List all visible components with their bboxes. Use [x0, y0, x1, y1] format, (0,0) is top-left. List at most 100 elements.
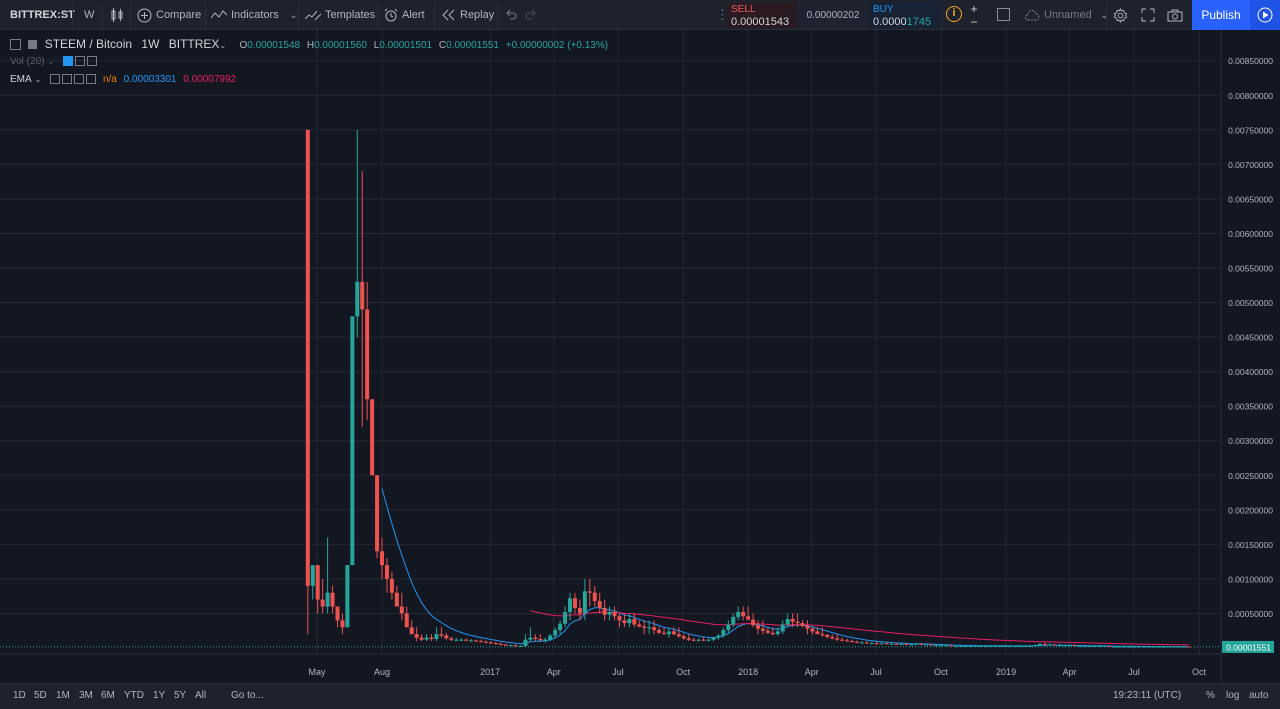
x-tick-label: Jul: [1128, 667, 1140, 677]
gear-icon[interactable]: [74, 56, 85, 67]
candle-body: [632, 618, 637, 625]
range-5d-button[interactable]: 5D: [34, 690, 47, 701]
clock-time[interactable]: 19:23:11 (UTC): [1113, 690, 1182, 701]
chart-style-button[interactable]: [110, 0, 128, 30]
play-button[interactable]: [1250, 0, 1280, 30]
close-icon[interactable]: [86, 56, 97, 67]
y-tick-label: 0.00050000: [1228, 609, 1273, 619]
price-chart[interactable]: 0.00050000 0.00100000 0.00150000 0.00200000…: [0, 30, 1280, 683]
ema-label[interactable]: EMA: [10, 74, 32, 85]
candle-body: [765, 630, 770, 633]
snapshot-button[interactable]: [1167, 0, 1187, 30]
candle-body: [671, 631, 676, 635]
ema-na-value: n/a: [102, 74, 117, 85]
candle-body: [1156, 646, 1161, 648]
candle-body: [701, 639, 706, 641]
buy-button[interactable]: BUY 0.00001745: [869, 2, 939, 28]
candle-body: [681, 636, 686, 639]
range-5y-button[interactable]: 5Y: [174, 690, 187, 701]
candle-body: [350, 316, 355, 566]
templates-button[interactable]: Templates: [305, 0, 375, 30]
y-tick-label: 0.00650000: [1228, 194, 1273, 204]
minus-button[interactable]: −: [970, 15, 978, 29]
x-tick-label: 2017: [480, 667, 500, 677]
candle-body: [820, 634, 825, 636]
candle-body: [1077, 645, 1082, 647]
candle-body: [810, 628, 815, 632]
fullscreen-button[interactable]: [1141, 0, 1159, 30]
replay-button[interactable]: Replay: [442, 0, 494, 30]
layout-button[interactable]: Unnamed ⌄: [1024, 0, 1108, 30]
candle-body: [1161, 646, 1166, 648]
candle-body: [1102, 645, 1107, 647]
range-ytd-button[interactable]: YTD: [124, 690, 144, 701]
candle-body: [1131, 646, 1136, 648]
alert-button[interactable]: Alert: [384, 0, 425, 30]
log-toggle[interactable]: log: [1226, 690, 1240, 701]
x-tick-label: Jul: [612, 667, 624, 677]
cloud-icon: [1025, 9, 1040, 21]
auto-toggle[interactable]: auto: [1249, 690, 1269, 701]
chevron-down-icon: ⌄: [34, 75, 42, 84]
eye-icon[interactable]: [62, 56, 73, 67]
legend-exchange[interactable]: BITTREX: [168, 37, 220, 51]
alarm-clock-icon: [384, 8, 398, 22]
camera-icon: [1167, 9, 1183, 22]
candle-body: [394, 592, 399, 607]
candle-body: [335, 606, 340, 621]
legend-title: STEEM / Bitcoin: [44, 37, 133, 51]
indicators-button[interactable]: Indicators ⌄: [211, 0, 297, 30]
range-3m-button[interactable]: 3M: [79, 690, 93, 701]
publish-button[interactable]: Publish: [1192, 0, 1250, 30]
candle-body: [444, 635, 449, 639]
candle-body: [612, 612, 617, 617]
plus-button[interactable]: +: [970, 2, 978, 16]
candle-body: [380, 551, 385, 566]
percent-toggle[interactable]: %: [1206, 690, 1215, 701]
range-1y-button[interactable]: 1Y: [153, 690, 166, 701]
range-all-button[interactable]: All: [195, 690, 207, 701]
candle-body: [869, 643, 874, 645]
range-1m-button[interactable]: 1M: [56, 690, 70, 701]
candle-body: [409, 627, 414, 635]
undo-button[interactable]: [505, 0, 521, 30]
sell-button[interactable]: SELL 0.00001543: [727, 2, 797, 28]
undo-icon: [506, 10, 517, 20]
redo-button[interactable]: [525, 0, 541, 30]
interval-button[interactable]: W: [84, 9, 95, 21]
gear-icon[interactable]: [62, 74, 73, 85]
settings-button[interactable]: [1113, 0, 1132, 30]
volume-label[interactable]: Vol (20): [10, 56, 45, 67]
candle-body: [904, 643, 909, 645]
candle-body: [711, 637, 716, 640]
lock-icon[interactable]: [74, 74, 85, 85]
divider: [377, 3, 378, 27]
y-tick-label: 0.00300000: [1228, 436, 1273, 446]
range-1d-button[interactable]: 1D: [13, 690, 26, 701]
candle-body: [1047, 644, 1052, 646]
range-6m-button[interactable]: 6M: [101, 690, 115, 701]
candle-body: [686, 638, 691, 640]
open-label: O: [239, 40, 248, 51]
candle-body: [775, 631, 780, 635]
fullscreen-toggle-checkbox[interactable]: [997, 8, 1010, 21]
symbol-search[interactable]: BITTREX:ST: [10, 9, 75, 21]
candle-body: [330, 592, 335, 607]
candle-body: [345, 565, 350, 628]
candle-body: [478, 641, 483, 643]
x-tick-label: Oct: [934, 667, 949, 677]
goto-button[interactable]: Go to...: [231, 690, 264, 701]
collapse-icon[interactable]: [10, 39, 21, 51]
info-icon[interactable]: i: [946, 6, 962, 22]
ema-legend: EMA ⌄ n/a 0.00003301 0.00007992: [10, 74, 236, 85]
close-icon[interactable]: [86, 74, 97, 85]
candle-body: [751, 619, 756, 626]
candle-body: [523, 639, 528, 646]
eye-icon[interactable]: [50, 74, 61, 85]
redo-icon: [525, 10, 536, 20]
candle-body: [607, 612, 612, 615]
low-value: 0.00001501: [379, 40, 433, 51]
plus-circle-icon: [137, 8, 152, 23]
compare-button[interactable]: Compare: [137, 0, 201, 30]
rewind-icon: [442, 9, 455, 21]
